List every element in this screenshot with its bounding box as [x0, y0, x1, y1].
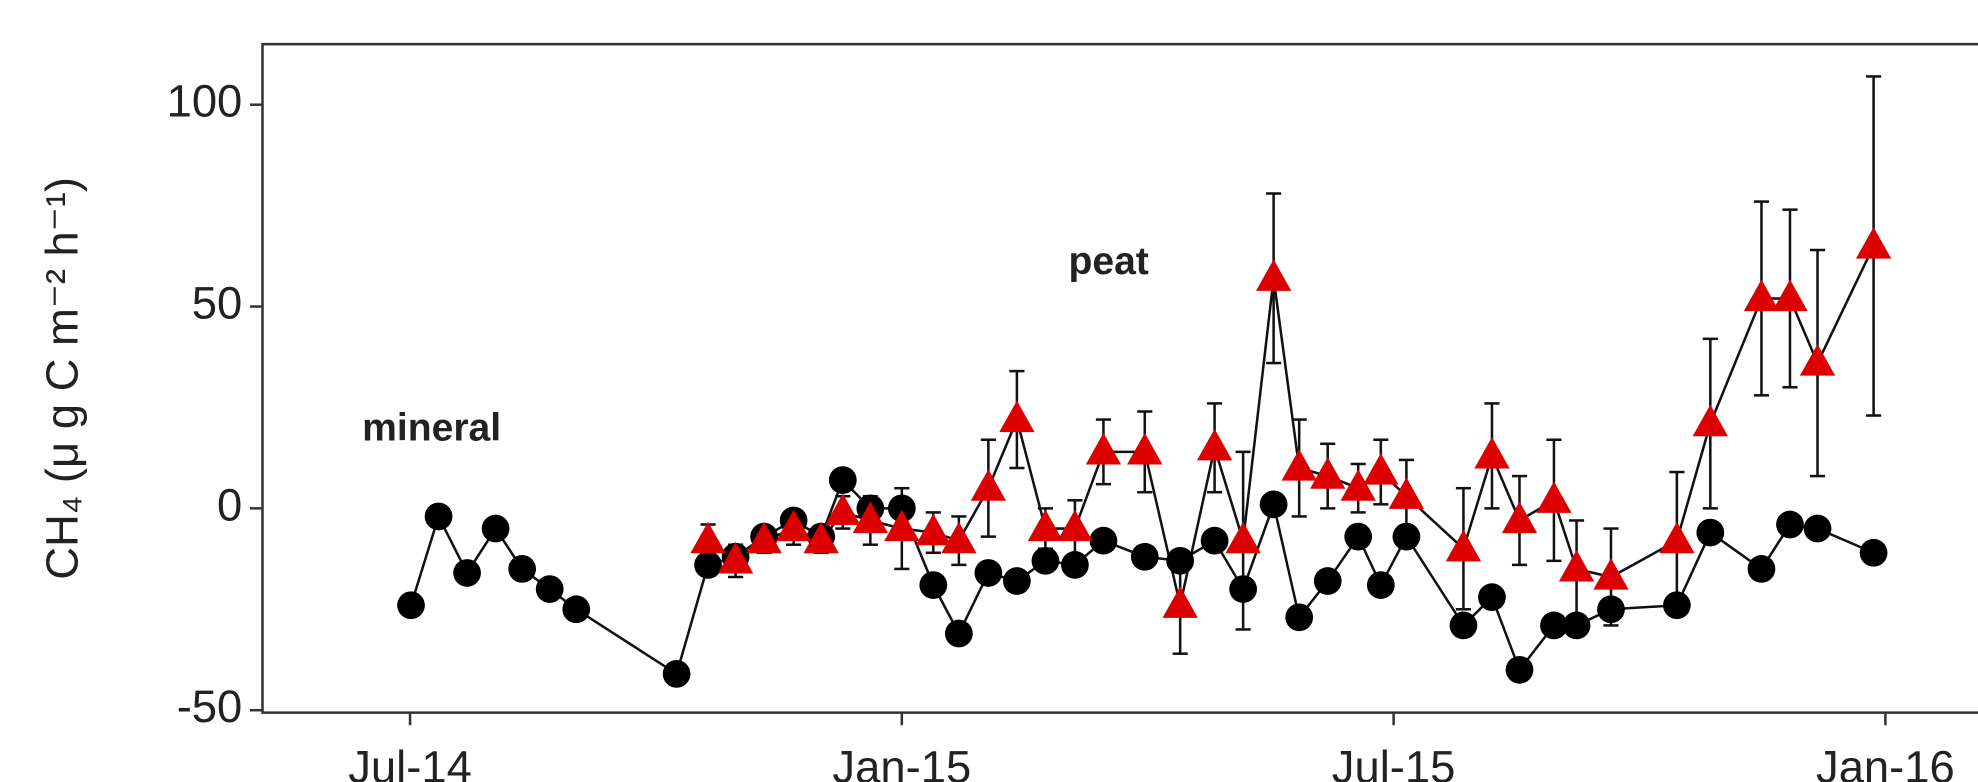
marker	[1474, 436, 1510, 469]
marker	[694, 551, 722, 579]
marker	[1536, 481, 1572, 513]
marker	[1259, 490, 1288, 519]
marker	[690, 521, 726, 554]
marker	[1344, 522, 1373, 551]
marker	[1366, 571, 1395, 599]
plot-frame	[261, 42, 1978, 714]
marker	[562, 595, 591, 624]
marker	[1127, 432, 1163, 465]
marker	[1747, 555, 1776, 583]
marker	[999, 400, 1035, 433]
marker	[1663, 591, 1691, 620]
marker	[1505, 655, 1534, 684]
marker	[1166, 546, 1195, 575]
marker	[775, 509, 812, 542]
marker	[397, 591, 425, 620]
marker	[1313, 567, 1342, 595]
marker	[1162, 586, 1198, 618]
marker	[1196, 428, 1233, 461]
y-tick-label: -50	[177, 681, 243, 732]
marker	[974, 559, 1003, 587]
marker	[1285, 603, 1314, 632]
marker	[1799, 344, 1836, 376]
marker	[887, 494, 916, 523]
marker	[970, 469, 1007, 501]
marker	[1501, 501, 1538, 534]
marker	[1392, 522, 1421, 551]
marker	[662, 660, 691, 688]
x-tick-label: Jul-15	[1332, 742, 1456, 782]
marker	[1027, 509, 1064, 542]
marker	[1593, 558, 1629, 590]
series-line	[409, 477, 1875, 676]
marker	[1061, 551, 1089, 579]
marker	[1130, 542, 1159, 571]
marker	[1388, 477, 1425, 509]
x-tick-label: Jan-16	[1816, 742, 1955, 782]
marker	[1597, 595, 1625, 624]
marker	[535, 575, 564, 603]
marker	[915, 513, 951, 546]
marker	[746, 521, 782, 554]
marker	[1743, 279, 1780, 312]
marker	[1803, 514, 1832, 543]
marker	[1692, 404, 1728, 437]
marker	[1776, 510, 1804, 539]
marker	[1225, 521, 1261, 554]
marker	[1310, 457, 1346, 489]
marker	[1089, 526, 1118, 555]
marker	[1855, 227, 1892, 259]
marker	[828, 466, 857, 494]
x-tick-label: Jul-14	[348, 742, 472, 782]
marker	[1478, 583, 1506, 612]
marker	[424, 502, 453, 531]
marker	[1859, 538, 1888, 567]
marker	[1200, 526, 1229, 555]
y-tick-label: 50	[192, 278, 243, 329]
marker	[1003, 567, 1031, 595]
marker	[1085, 432, 1122, 465]
marker	[717, 541, 754, 574]
marker	[1229, 575, 1257, 603]
marker	[481, 514, 510, 543]
marker	[1540, 611, 1568, 640]
marker	[1363, 453, 1399, 485]
marker	[508, 555, 537, 583]
marker	[919, 571, 948, 599]
marker	[1772, 279, 1808, 312]
y-axis-label: CH₄ (μ g C m⁻² h⁻¹)	[37, 177, 88, 580]
y-tick-label: 100	[167, 76, 243, 127]
marker	[1031, 546, 1060, 575]
marker	[803, 521, 839, 554]
marker	[941, 521, 977, 554]
marker	[1449, 611, 1478, 640]
annotation: mineral	[362, 406, 501, 449]
marker	[1562, 611, 1591, 640]
marker	[1340, 469, 1376, 501]
marker	[944, 619, 973, 648]
marker	[1696, 518, 1725, 547]
marker	[1445, 529, 1482, 562]
marker	[1057, 509, 1093, 542]
annotation: peat	[1068, 240, 1148, 283]
marker	[825, 493, 861, 526]
marker	[852, 501, 889, 534]
marker	[1659, 521, 1695, 554]
marker	[1255, 259, 1292, 291]
x-tick-label: Jan-15	[832, 742, 971, 782]
marker	[453, 559, 481, 587]
marker	[1558, 550, 1595, 582]
marker	[884, 509, 920, 542]
marker	[1281, 449, 1317, 481]
y-tick-label: 0	[217, 479, 242, 530]
